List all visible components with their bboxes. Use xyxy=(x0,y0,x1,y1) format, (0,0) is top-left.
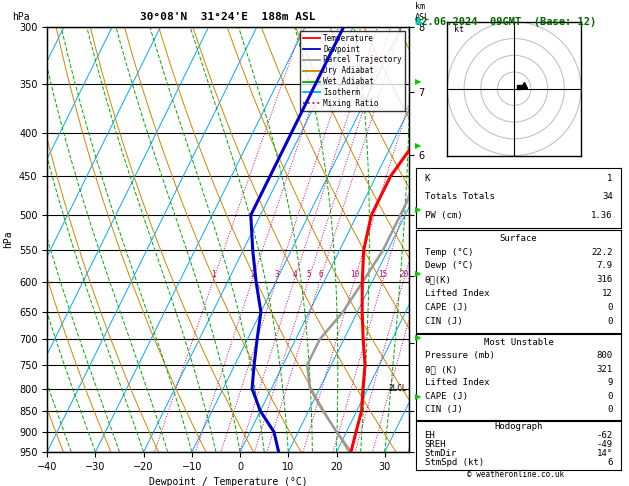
Text: 2LCL: 2LCL xyxy=(389,384,408,393)
Text: 6: 6 xyxy=(318,270,323,279)
Text: 12: 12 xyxy=(602,289,613,298)
Text: 0: 0 xyxy=(607,405,613,414)
Text: ▶: ▶ xyxy=(415,141,421,150)
Text: PW (cm): PW (cm) xyxy=(425,210,462,220)
Text: km
ASL: km ASL xyxy=(415,2,430,22)
Text: StmDir: StmDir xyxy=(425,449,457,458)
Text: 20: 20 xyxy=(399,270,408,279)
Text: CIN (J): CIN (J) xyxy=(425,317,462,326)
Text: 30°08'N  31°24'E  188m ASL: 30°08'N 31°24'E 188m ASL xyxy=(140,12,316,22)
Text: 22.2: 22.2 xyxy=(591,247,613,257)
Text: 0: 0 xyxy=(607,317,613,326)
Text: 02.06.2024  09GMT  (Base: 12): 02.06.2024 09GMT (Base: 12) xyxy=(415,17,596,27)
Text: 1: 1 xyxy=(607,174,613,183)
Text: Most Unstable: Most Unstable xyxy=(484,338,554,347)
Text: Lifted Index: Lifted Index xyxy=(425,289,489,298)
X-axis label: Dewpoint / Temperature (°C): Dewpoint / Temperature (°C) xyxy=(148,477,308,486)
Text: 0: 0 xyxy=(607,303,613,312)
Text: 4: 4 xyxy=(292,270,297,279)
Text: EH: EH xyxy=(425,431,435,440)
Text: Totals Totals: Totals Totals xyxy=(425,192,494,201)
Text: StmSpd (kt): StmSpd (kt) xyxy=(425,458,484,467)
Text: Surface: Surface xyxy=(500,234,537,243)
Text: CAPE (J): CAPE (J) xyxy=(425,392,467,400)
Text: © weatheronline.co.uk: © weatheronline.co.uk xyxy=(467,470,564,479)
Text: ▶: ▶ xyxy=(415,205,421,214)
Text: 14°: 14° xyxy=(596,449,613,458)
Text: Lifted Index: Lifted Index xyxy=(425,378,489,387)
Text: Hodograph: Hodograph xyxy=(494,422,543,431)
Text: ▶: ▶ xyxy=(415,269,421,278)
Text: 10: 10 xyxy=(350,270,359,279)
Text: Temp (°C): Temp (°C) xyxy=(425,247,473,257)
Text: ▶: ▶ xyxy=(415,77,421,87)
Text: 1: 1 xyxy=(211,270,216,279)
Text: 3: 3 xyxy=(274,270,279,279)
Text: 5: 5 xyxy=(306,270,311,279)
Text: Dewp (°C): Dewp (°C) xyxy=(425,261,473,270)
Text: SREH: SREH xyxy=(425,440,446,449)
Text: 800: 800 xyxy=(596,351,613,361)
Text: CIN (J): CIN (J) xyxy=(425,405,462,414)
Text: Pressure (mb): Pressure (mb) xyxy=(425,351,494,361)
Text: 1.36: 1.36 xyxy=(591,210,613,220)
Text: θᴄ (K): θᴄ (K) xyxy=(425,365,457,374)
Text: kt: kt xyxy=(454,25,464,34)
Text: ▶: ▶ xyxy=(415,332,421,342)
Text: 6: 6 xyxy=(607,458,613,467)
Text: -62: -62 xyxy=(596,431,613,440)
Text: 2: 2 xyxy=(250,270,255,279)
Text: -49: -49 xyxy=(596,440,613,449)
Text: ▶: ▶ xyxy=(415,392,421,401)
Text: K: K xyxy=(425,174,430,183)
Text: hPa: hPa xyxy=(13,12,30,22)
Text: 34: 34 xyxy=(602,192,613,201)
Text: 7.9: 7.9 xyxy=(596,261,613,270)
Text: 15: 15 xyxy=(379,270,387,279)
Text: CAPE (J): CAPE (J) xyxy=(425,303,467,312)
Text: θᴄ(K): θᴄ(K) xyxy=(425,276,452,284)
Text: 0: 0 xyxy=(607,392,613,400)
Text: 321: 321 xyxy=(596,365,613,374)
Legend: Temperature, Dewpoint, Parcel Trajectory, Dry Adiabat, Wet Adiabat, Isotherm, Mi: Temperature, Dewpoint, Parcel Trajectory… xyxy=(301,31,405,111)
Text: 316: 316 xyxy=(596,276,613,284)
Text: 9: 9 xyxy=(607,378,613,387)
Y-axis label: hPa: hPa xyxy=(3,230,13,248)
Text: ▲: ▲ xyxy=(415,14,423,24)
